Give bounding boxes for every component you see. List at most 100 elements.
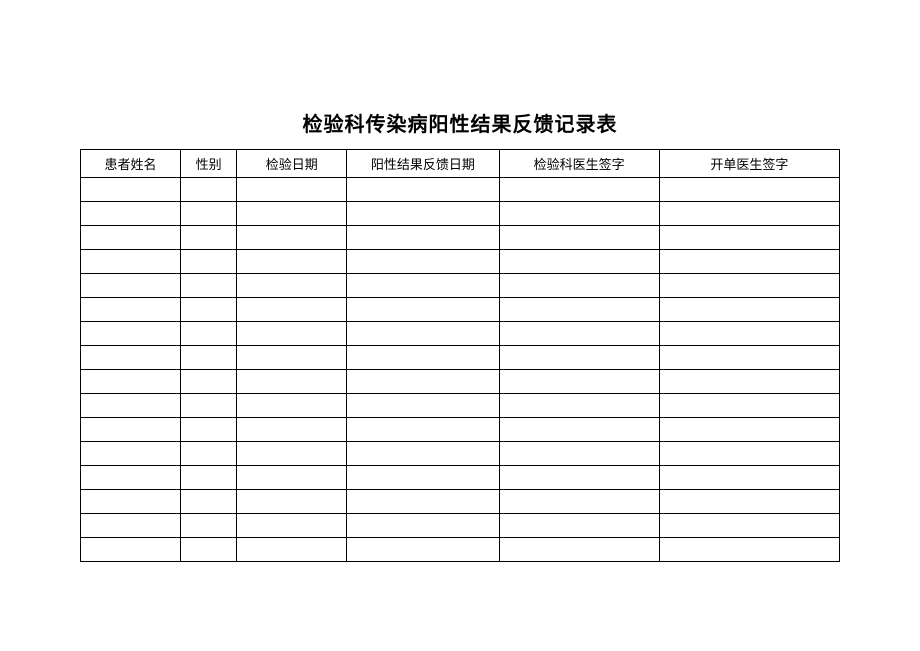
table-cell — [347, 178, 499, 202]
table-row — [81, 250, 840, 274]
table-cell — [237, 394, 347, 418]
table-cell — [181, 490, 237, 514]
table-row — [81, 490, 840, 514]
table-cell — [81, 538, 181, 562]
table-body — [81, 178, 840, 562]
table-row — [81, 202, 840, 226]
page-title: 检验科传染病阳性结果反馈记录表 — [80, 108, 840, 137]
table-cell — [181, 226, 237, 250]
table-cell — [81, 250, 181, 274]
table-cell — [81, 442, 181, 466]
table-cell — [347, 442, 499, 466]
table-cell — [499, 274, 659, 298]
table-cell — [347, 490, 499, 514]
table-cell — [659, 394, 839, 418]
table-cell — [81, 202, 181, 226]
table-cell — [659, 490, 839, 514]
table-cell — [81, 370, 181, 394]
table-row — [81, 226, 840, 250]
table-cell — [237, 274, 347, 298]
table-cell — [237, 466, 347, 490]
table-cell — [237, 226, 347, 250]
table-cell — [81, 418, 181, 442]
table-cell — [347, 298, 499, 322]
table-cell — [347, 394, 499, 418]
table-row — [81, 298, 840, 322]
table-cell — [181, 394, 237, 418]
table-row — [81, 322, 840, 346]
table-cell — [499, 418, 659, 442]
column-header-gender: 性别 — [181, 150, 237, 178]
table-cell — [499, 202, 659, 226]
table-cell — [237, 202, 347, 226]
table-cell — [659, 250, 839, 274]
table-cell — [347, 202, 499, 226]
table-cell — [659, 346, 839, 370]
table-cell — [659, 202, 839, 226]
table-cell — [499, 490, 659, 514]
table-cell — [181, 538, 237, 562]
table-cell — [81, 490, 181, 514]
table-cell — [347, 538, 499, 562]
table-cell — [181, 346, 237, 370]
table-cell — [181, 418, 237, 442]
table-header-row: 患者姓名 性别 检验日期 阳性结果反馈日期 检验科医生签字 开单医生签字 — [81, 150, 840, 178]
table-cell — [181, 202, 237, 226]
table-row — [81, 178, 840, 202]
table-cell — [659, 298, 839, 322]
table-cell — [347, 514, 499, 538]
table-row — [81, 442, 840, 466]
table-cell — [659, 178, 839, 202]
table-cell — [81, 178, 181, 202]
table-row — [81, 418, 840, 442]
column-header-lab-doctor-signature: 检验科医生签字 — [499, 150, 659, 178]
table-cell — [347, 466, 499, 490]
table-cell — [499, 442, 659, 466]
table-cell — [499, 466, 659, 490]
table-cell — [659, 418, 839, 442]
column-header-order-doctor-signature: 开单医生签字 — [659, 150, 839, 178]
table-cell — [499, 178, 659, 202]
table-cell — [181, 442, 237, 466]
table-cell — [237, 370, 347, 394]
table-cell — [347, 226, 499, 250]
table-cell — [659, 538, 839, 562]
table-row — [81, 346, 840, 370]
table-cell — [499, 370, 659, 394]
table-cell — [81, 322, 181, 346]
table-cell — [181, 514, 237, 538]
table-cell — [237, 346, 347, 370]
table-cell — [181, 370, 237, 394]
table-row — [81, 274, 840, 298]
table-cell — [659, 466, 839, 490]
table-cell — [181, 250, 237, 274]
table-cell — [237, 322, 347, 346]
table-cell — [499, 394, 659, 418]
column-header-test-date: 检验日期 — [237, 150, 347, 178]
table-cell — [499, 250, 659, 274]
table-cell — [499, 346, 659, 370]
table-row — [81, 370, 840, 394]
table-row — [81, 514, 840, 538]
table-cell — [181, 466, 237, 490]
table-cell — [237, 298, 347, 322]
table-row — [81, 538, 840, 562]
document-container: 检验科传染病阳性结果反馈记录表 患者姓名 性别 检验日期 阳性结果反馈日期 检验… — [80, 108, 840, 562]
table-cell — [499, 514, 659, 538]
table-cell — [237, 418, 347, 442]
table-cell — [347, 418, 499, 442]
table-cell — [347, 250, 499, 274]
table-cell — [659, 274, 839, 298]
table-row — [81, 466, 840, 490]
table-cell — [499, 226, 659, 250]
column-header-patient-name: 患者姓名 — [81, 150, 181, 178]
table-cell — [499, 322, 659, 346]
table-cell — [237, 250, 347, 274]
table-cell — [659, 442, 839, 466]
table-cell — [81, 298, 181, 322]
table-cell — [81, 514, 181, 538]
table-cell — [237, 538, 347, 562]
table-cell — [347, 370, 499, 394]
table-cell — [237, 514, 347, 538]
table-cell — [237, 442, 347, 466]
